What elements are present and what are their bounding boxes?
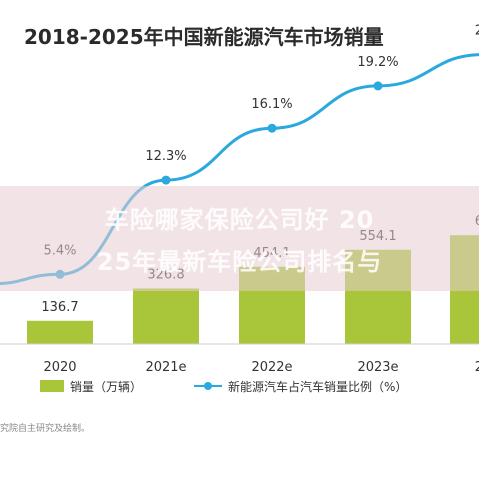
x-tick-2: 2021e: [145, 360, 186, 375]
legend-line-label: 新能源汽车占汽车销量比例（%）: [228, 379, 407, 394]
legend-bar-swatch: [40, 380, 64, 392]
x-tick-3: 2022e: [251, 360, 292, 375]
x-tick-1: 2020: [43, 360, 76, 375]
x-tick-4: 2023e: [357, 360, 398, 375]
watermark-band: [0, 186, 479, 291]
line-point-3: [267, 123, 277, 133]
line-point-2: [161, 175, 171, 185]
bar-label-1: 136.7: [41, 300, 78, 315]
watermark-text-line-2: 25年最新车险公司排名与: [96, 248, 383, 276]
line-label-4: 19.2%: [357, 55, 398, 70]
watermark-text-line-1: 车险哪家保险公司好 20: [104, 206, 375, 234]
legend: 销量（万辆） 新能源汽车占汽车销量比例（%）: [40, 379, 407, 394]
x-tick-labels: 2020 2021e 2022e 2023e 20: [43, 360, 479, 375]
line-label-5: 21: [475, 24, 479, 39]
bar-1: [27, 320, 93, 344]
legend-bar-label: 销量（万辆）: [70, 380, 142, 394]
line-label-2: 12.3%: [145, 149, 186, 164]
line-point-4: [373, 81, 383, 91]
chart-title: 2018-2025年中国新能源汽车市场销量: [24, 25, 384, 49]
source-note: 究院自主研究及绘制。: [0, 422, 90, 434]
x-tick-5: 20: [475, 360, 479, 375]
bar-2: [133, 288, 199, 344]
legend-line-marker: [204, 382, 212, 390]
line-label-3: 16.1%: [251, 97, 292, 112]
